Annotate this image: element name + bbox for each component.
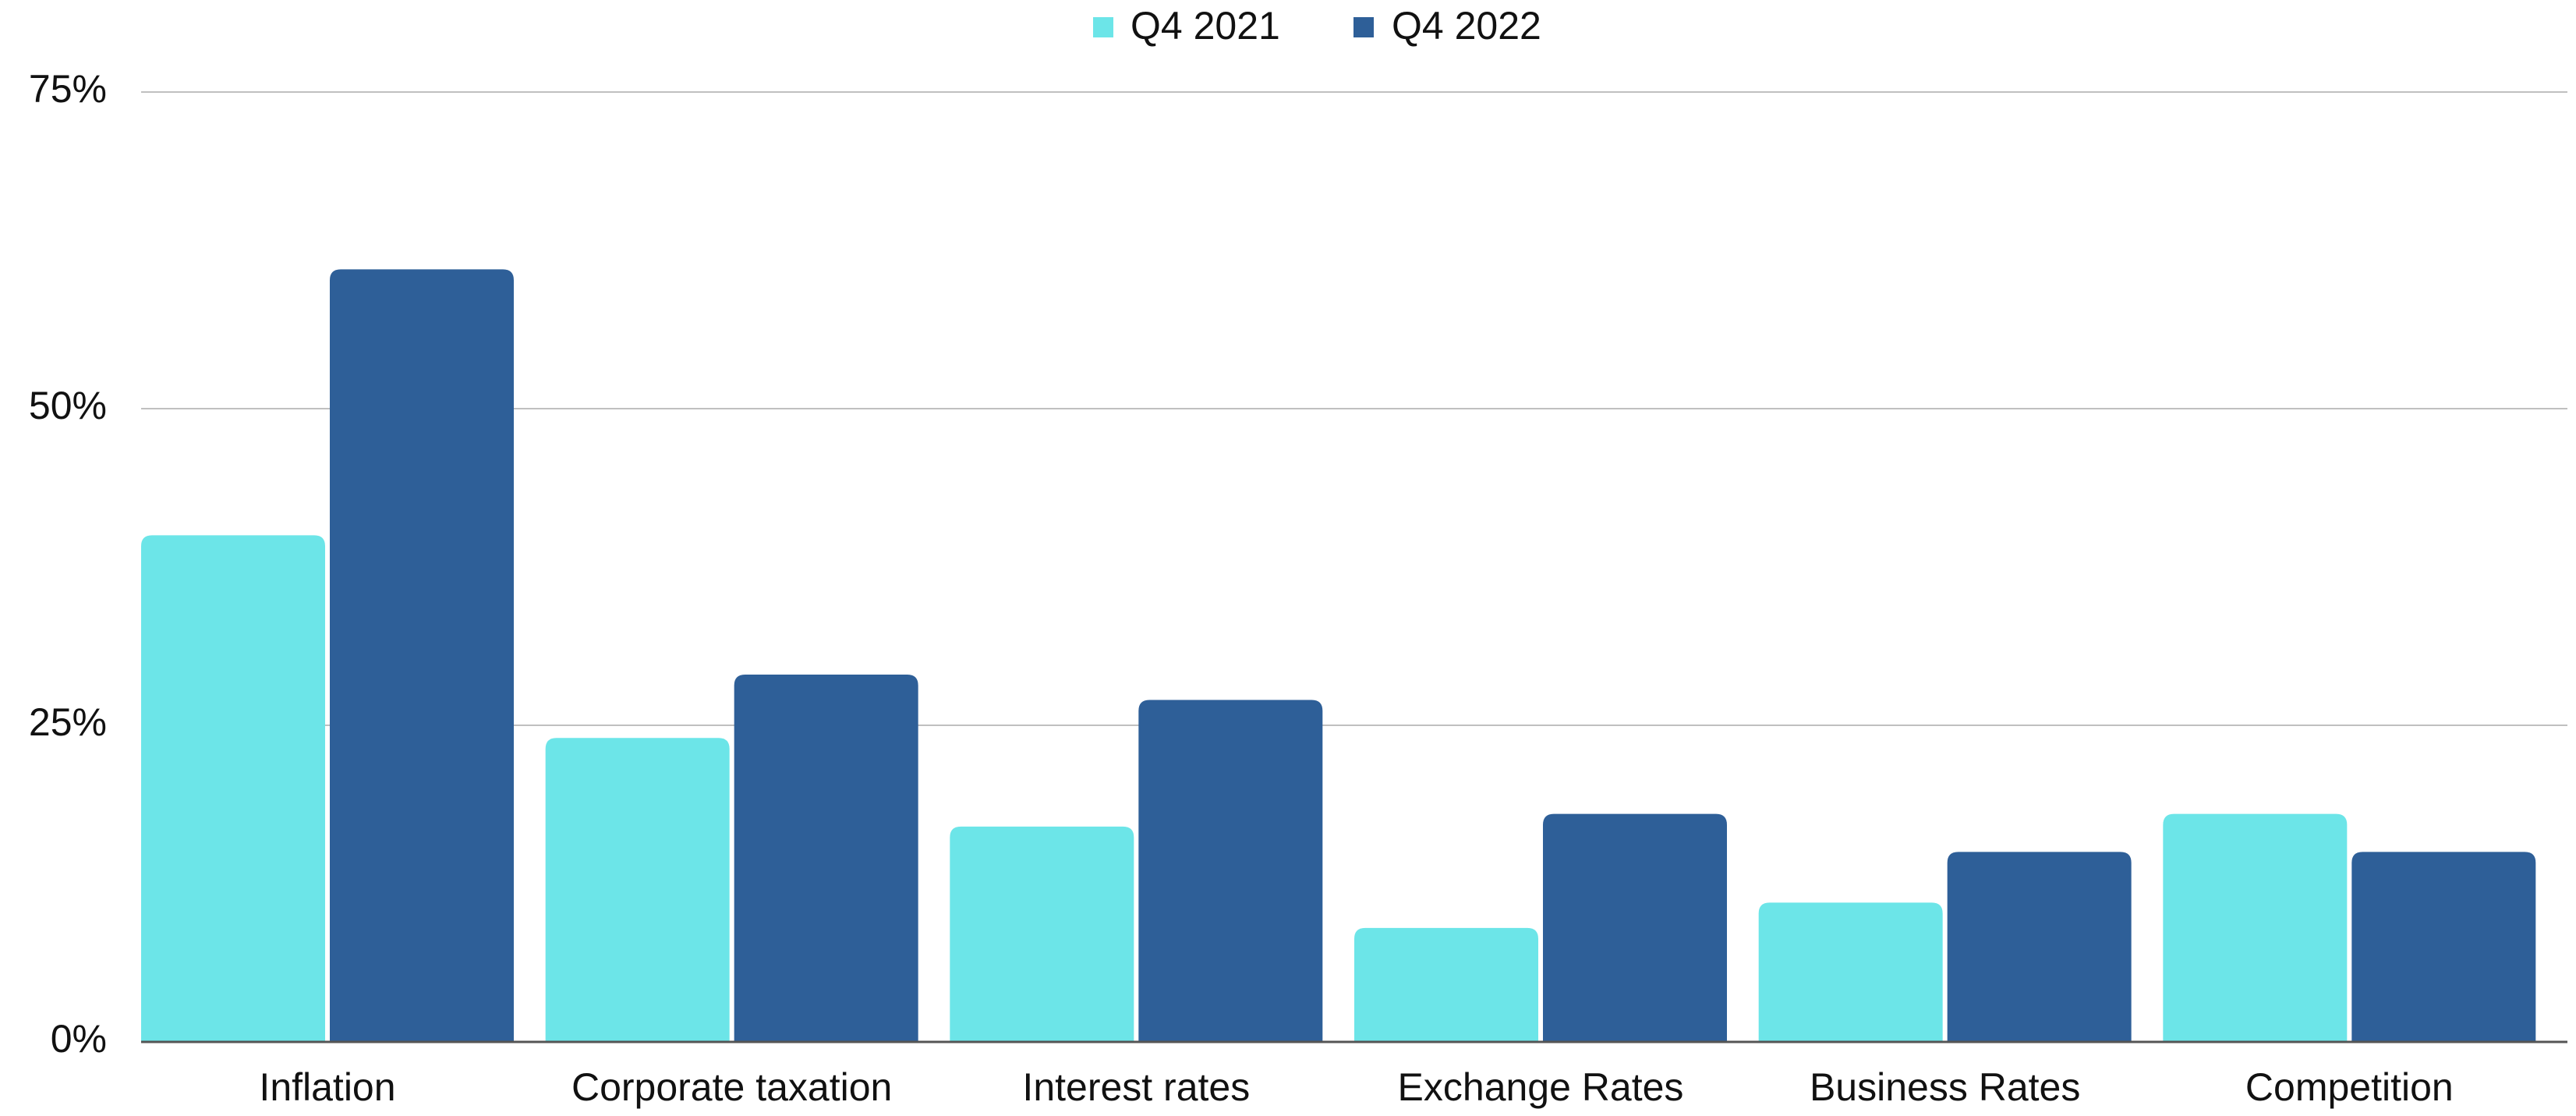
bar xyxy=(1542,813,1727,1042)
bar xyxy=(950,826,1134,1042)
bar xyxy=(141,535,325,1042)
x-tick-label: Corporate taxation xyxy=(571,1065,892,1109)
bar xyxy=(1354,927,1538,1042)
bar xyxy=(1138,700,1323,1042)
x-tick-label: Inflation xyxy=(259,1065,395,1109)
y-tick-label: 25% xyxy=(29,700,107,744)
bar xyxy=(545,738,730,1042)
legend-label: Q4 2022 xyxy=(1392,4,1541,48)
x-tick-label: Competition xyxy=(2245,1065,2454,1109)
x-tick-label: Exchange Rates xyxy=(1398,1065,1684,1109)
y-tick-label: 0% xyxy=(51,1017,107,1061)
x-tick-label: Interest rates xyxy=(1022,1065,1250,1109)
bar xyxy=(734,675,918,1042)
y-tick-label: 75% xyxy=(29,67,107,111)
bar xyxy=(329,269,514,1042)
y-tick-label: 50% xyxy=(29,384,107,427)
bar xyxy=(1758,902,1943,1042)
legend-swatch xyxy=(1093,17,1113,37)
legend-label: Q4 2021 xyxy=(1131,4,1280,48)
bar xyxy=(2351,852,2536,1042)
legend-swatch xyxy=(1353,17,1374,37)
bar xyxy=(2163,813,2348,1042)
bar xyxy=(1947,852,2132,1042)
x-tick-label: Business Rates xyxy=(1810,1065,2080,1109)
